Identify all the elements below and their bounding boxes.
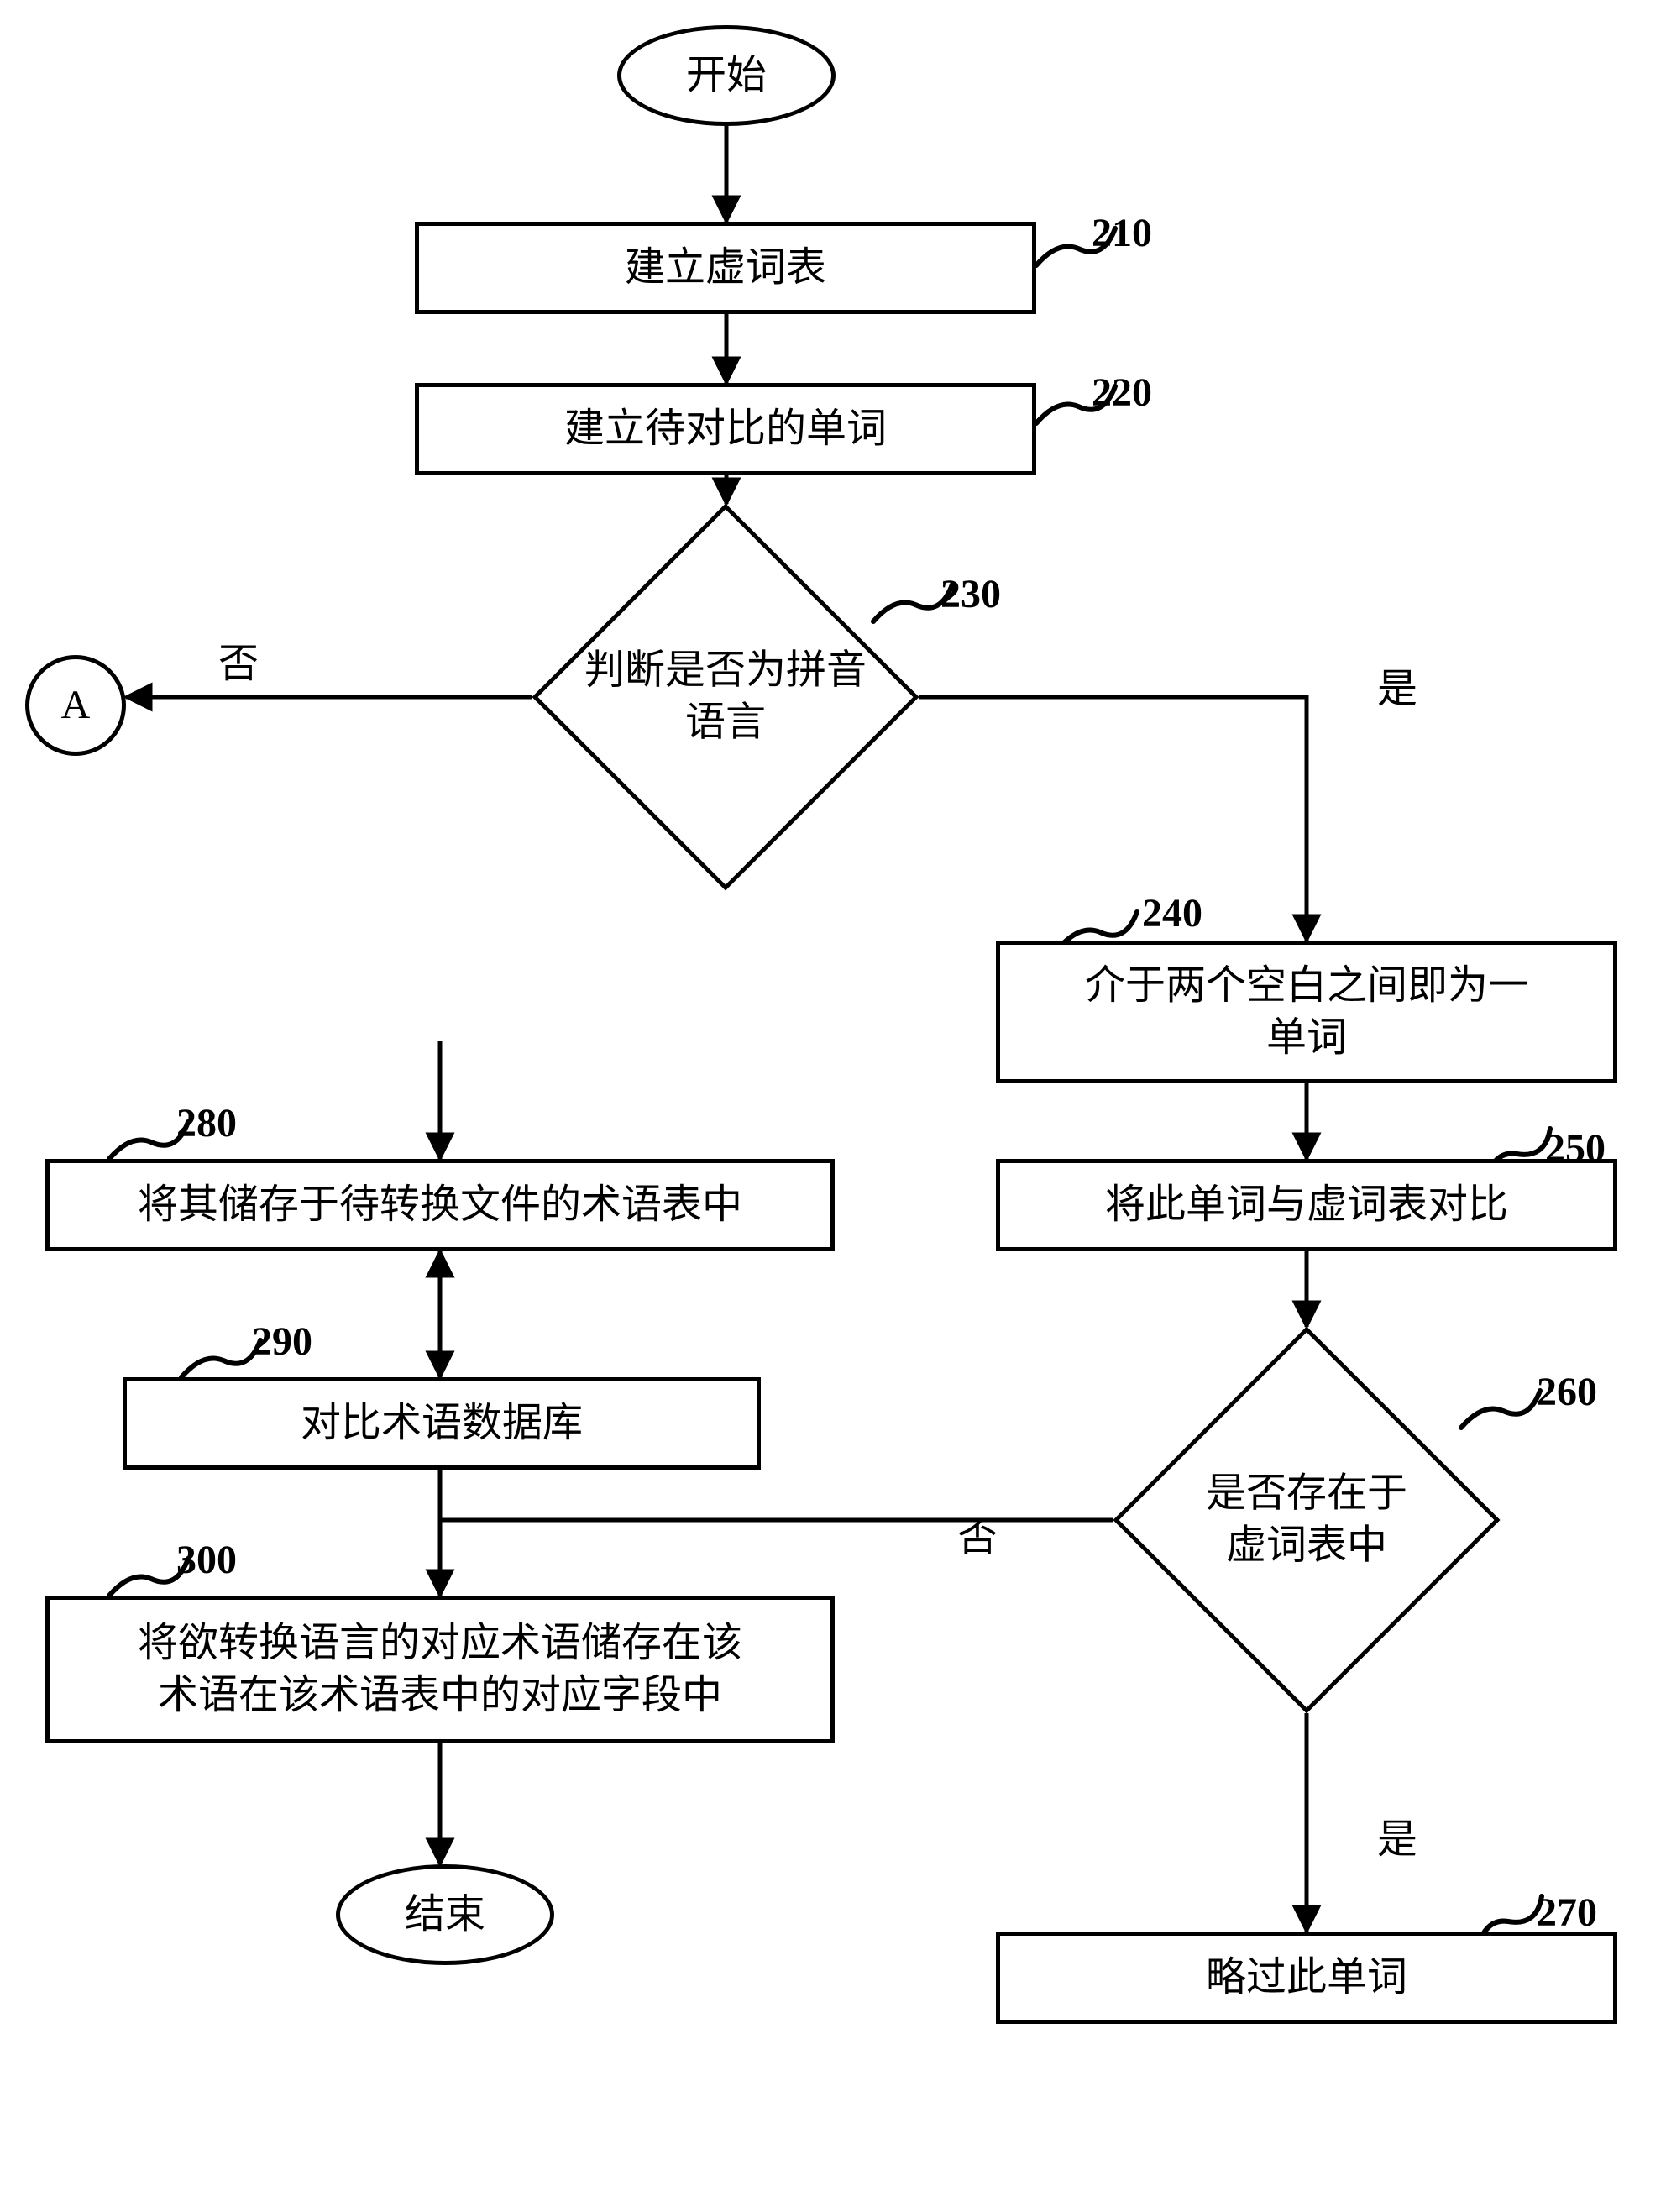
node-220: 建立待对比的单词 — [415, 383, 1036, 475]
connector-a-label: A — [61, 679, 91, 731]
node-270-label: 略过此单词 — [1206, 1952, 1407, 2004]
edge-label-yes-260: 是 — [1377, 1806, 1417, 1864]
decision-230-label: 判断是否为拼音语言 — [584, 645, 867, 750]
edge-230-yes — [919, 697, 1307, 941]
start-label: 开始 — [686, 50, 767, 102]
decision-230: 判断是否为拼音语言 — [532, 504, 919, 890]
node-290-label: 对比术语数据库 — [301, 1397, 583, 1449]
node-240: 介于两个空白之间即为一单词 — [996, 941, 1617, 1083]
node-210-label: 建立虚词表 — [625, 242, 826, 294]
ref-270: 270 — [1537, 1890, 1597, 1936]
node-270: 略过此单词 — [996, 1932, 1617, 2024]
node-300: 将欲转换语言的对应术语储存在该术语在该术语表中的对应字段中 — [45, 1596, 835, 1743]
ref-300: 300 — [176, 1537, 237, 1583]
callout-c290 — [181, 1340, 260, 1377]
node-280: 将其储存于待转换文件的术语表中 — [45, 1159, 835, 1251]
edges-layer — [0, 0, 1666, 2212]
end-node: 结束 — [336, 1864, 554, 1965]
start-node: 开始 — [617, 25, 836, 126]
edge-label-no-230: 否 — [218, 630, 259, 689]
ref-280: 280 — [176, 1100, 237, 1146]
flowchart-canvas: 开始 建立虚词表 建立待对比的单词 判断是否为拼音语言 A 介于两个空白之间即为… — [0, 0, 1666, 2212]
node-220-label: 建立待对比的单词 — [564, 403, 887, 455]
node-210: 建立虚词表 — [415, 222, 1036, 314]
node-290: 对比术语数据库 — [123, 1377, 761, 1470]
decision-260: 是否存在于虚词表中 — [1113, 1327, 1500, 1713]
ref-250: 250 — [1545, 1125, 1606, 1172]
ref-210: 210 — [1092, 210, 1152, 256]
ref-290: 290 — [252, 1318, 312, 1365]
node-280-label: 将其储存于待转换文件的术语表中 — [138, 1179, 742, 1231]
node-250: 将此单词与虚词表对比 — [996, 1159, 1617, 1251]
decision-260-label: 是否存在于虚词表中 — [1206, 1468, 1407, 1573]
ref-230: 230 — [940, 571, 1001, 617]
connector-a: A — [25, 655, 126, 756]
node-250-label: 将此单词与虚词表对比 — [1105, 1179, 1508, 1231]
ref-260: 260 — [1537, 1369, 1597, 1415]
edge-label-no-260: 否 — [957, 1503, 998, 1562]
ref-220: 220 — [1092, 370, 1152, 416]
node-300-label: 将欲转换语言的对应术语储存在该术语在该术语表中的对应字段中 — [138, 1617, 742, 1722]
end-label: 结束 — [405, 1889, 485, 1941]
ref-240: 240 — [1142, 890, 1202, 936]
node-240-label: 介于两个空白之间即为一单词 — [1085, 960, 1528, 1065]
edge-label-yes-230: 是 — [1377, 655, 1417, 714]
